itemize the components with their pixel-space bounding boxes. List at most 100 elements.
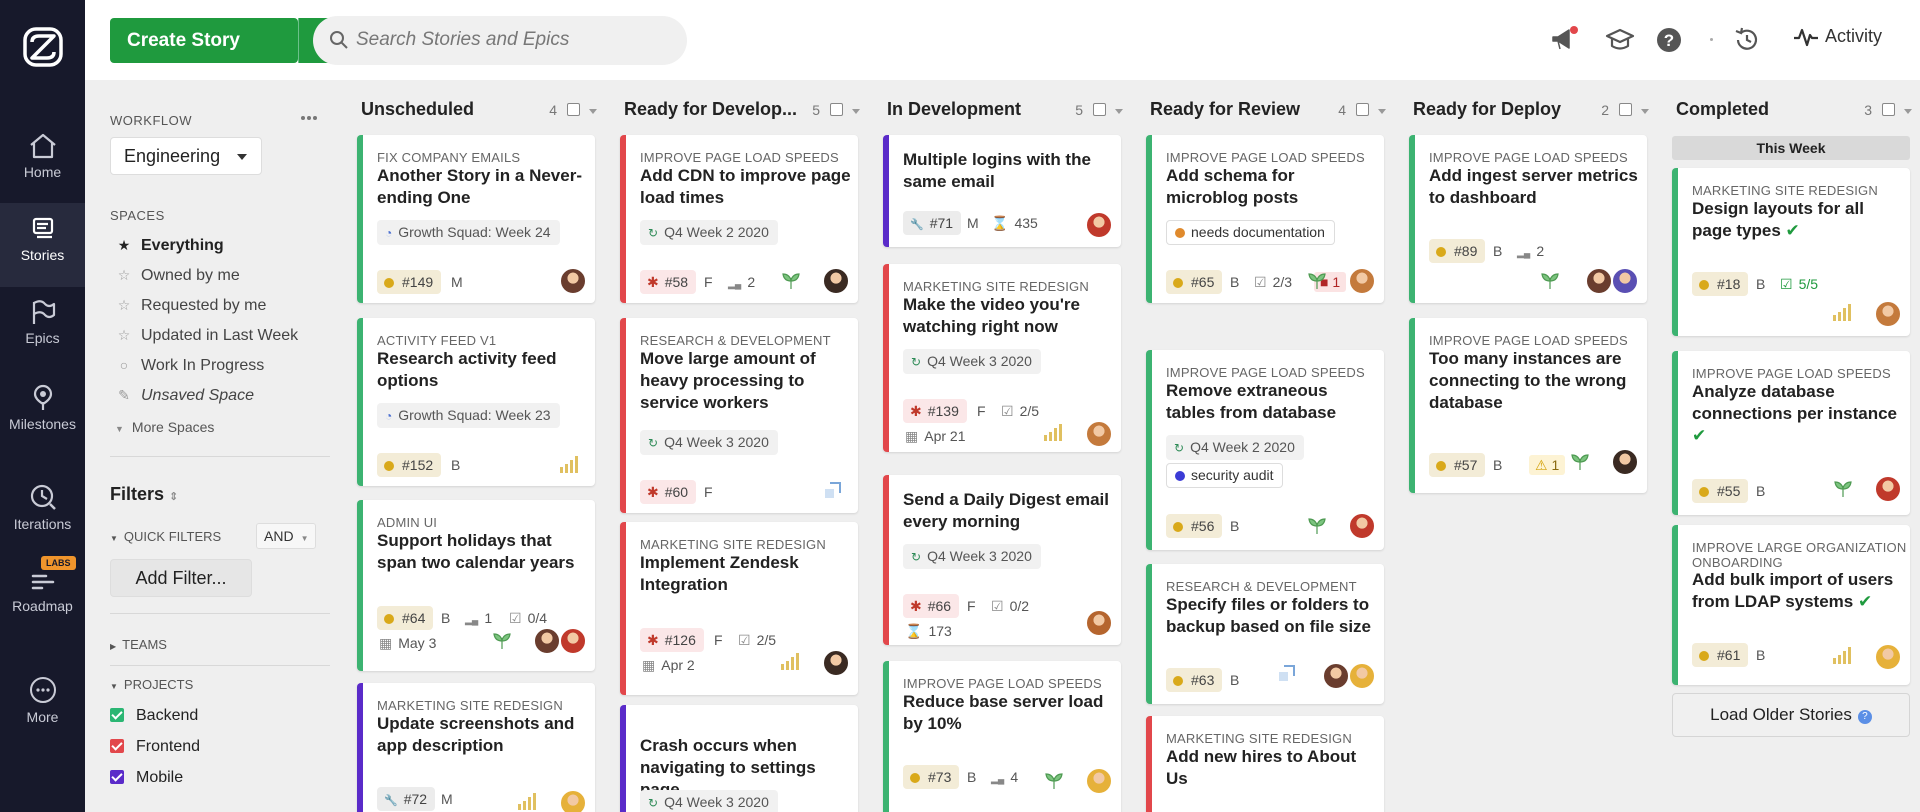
iteration-chip[interactable]: ↻ Q4 Week 3 2020 [903,349,1041,374]
project-frontend[interactable]: Frontend [110,738,200,756]
story-id-badge[interactable]: 🔧 #71 [903,211,962,235]
avatar[interactable] [1611,448,1639,476]
story-title[interactable]: Add CDN to improve page load times [640,166,851,207]
workflow-select[interactable]: Engineering [110,137,262,175]
group-chip[interactable]: ◔ Growth Squad: Week 23 [377,403,560,428]
column-menu-caret-icon[interactable] [1115,109,1123,118]
story-title[interactable]: Add bulk import of users from LDAP syste… [1692,570,1894,611]
story-title[interactable]: Support holidays that span two calendar … [377,531,575,572]
story-card[interactable]: Crash occurs when navigating to settings… [620,705,858,812]
avatar[interactable] [533,627,561,655]
column-menu-caret-icon[interactable] [852,109,860,118]
search-input[interactable] [356,26,666,54]
avatar[interactable] [1348,267,1376,295]
epic-name[interactable]: RESEARCH & DEVELOPMENT [1166,579,1357,594]
workflow-more-icon[interactable] [300,115,318,121]
learn-icon[interactable] [1605,26,1635,54]
story-id-badge[interactable]: ✱ #66 [903,594,960,618]
story-card[interactable]: MARKETING SITE REDESIGN Make the video yo… [883,264,1121,452]
story-id-badge[interactable]: #65 [1166,270,1223,294]
announcement-icon[interactable] [1550,26,1580,54]
shortcut-logo-icon[interactable] [18,22,68,72]
iteration-chip[interactable]: ↻ Q4 Week 3 2020 [640,430,778,455]
column-select-checkbox[interactable] [1882,103,1895,116]
epic-name[interactable]: IMPROVE PAGE LOAD SPEEDS [1692,366,1891,381]
avatar[interactable] [1611,267,1639,295]
epic-name[interactable]: ACTIVITY FEED V1 [377,333,497,348]
warning-badge[interactable]: ⚠ 1 [1529,455,1566,475]
story-title[interactable]: Another Story in a Never-ending One [377,166,582,207]
epic-name[interactable]: MARKETING SITE REDESIGN [1692,183,1878,198]
avatar[interactable] [1874,475,1902,503]
story-id-badge[interactable]: #149 [377,270,442,294]
avatar[interactable] [1322,662,1350,690]
story-id-badge[interactable]: ✱ #60 [640,480,697,504]
iteration-chip[interactable]: ↻ Q4 Week 2 2020 [1166,435,1304,460]
epic-name[interactable]: IMPROVE PAGE LOAD SPEEDS [1166,365,1365,380]
space-requested-by-me[interactable]: ☆ Requested by me [115,297,267,315]
story-title[interactable]: Research activity feed options [377,349,557,390]
space-unsaved[interactable]: ✎ Unsaved Space [115,387,254,405]
activity-button[interactable]: Activity [1793,26,1882,48]
epic-name[interactable]: MARKETING SITE REDESIGN [1166,731,1352,746]
avatar[interactable] [559,627,587,655]
epic-name[interactable]: RESEARCH & DEVELOPMENT [640,333,831,348]
story-title[interactable]: Specify files or folders to backup based… [1166,595,1372,636]
story-id-badge[interactable]: #56 [1166,514,1223,538]
filters-title[interactable]: Filters ⇕ [110,484,178,505]
story-id-badge[interactable]: #63 [1166,668,1223,692]
story-card[interactable]: Send a Daily Digest email every morning ↻… [883,475,1121,645]
story-title[interactable]: Remove extraneous tables from database [1166,381,1337,422]
story-card[interactable]: ACTIVITY FEED V1 Research activity feed o… [357,318,595,486]
epic-name[interactable]: MARKETING SITE REDESIGN [377,698,563,713]
avatar[interactable] [822,267,850,295]
nav-epics[interactable]: Epics [0,286,85,370]
epic-name[interactable]: IMPROVE LARGE ORGANIZATION ONBOARDING [1692,540,1907,570]
space-everything[interactable]: ★ Everything [115,237,224,255]
story-id-badge[interactable]: #55 [1692,479,1749,503]
avatar[interactable] [1085,211,1113,239]
projects-toggle[interactable]: ▼ PROJECTS [110,677,193,692]
column-title[interactable]: Ready for Review [1150,99,1301,119]
nav-milestones[interactable]: Milestones [0,370,85,454]
story-title[interactable]: Design layouts for all page types ✔ [1692,199,1864,240]
column-menu-caret-icon[interactable] [1641,109,1649,118]
story-id-badge[interactable]: 🔧 #72 [377,787,436,811]
story-card[interactable]: RESEARCH & DEVELOPMENT Move large amount … [620,318,858,513]
epic-name[interactable]: IMPROVE PAGE LOAD SPEEDS [1429,150,1628,165]
story-id-badge[interactable]: #57 [1429,453,1486,477]
column-title[interactable]: Unscheduled [361,99,475,119]
story-card[interactable]: IMPROVE PAGE LOAD SPEEDS Add schema for m… [1146,135,1384,303]
more-spaces-link[interactable]: ▼ More Spaces [115,419,214,435]
add-filter-button[interactable]: Add Filter... [110,559,252,597]
space-owned-by-me[interactable]: ☆ Owned by me [115,267,240,285]
epic-name[interactable]: FIX COMPANY EMAILS [377,150,521,165]
epic-name[interactable]: MARKETING SITE REDESIGN [903,279,1089,294]
space-updated-last-week[interactable]: ☆ Updated in Last Week [115,327,298,345]
history-icon[interactable] [1733,26,1761,54]
story-id-badge[interactable]: #89 [1429,239,1486,263]
column-menu-caret-icon[interactable] [1378,109,1386,118]
checkbox-icon[interactable] [110,739,124,753]
story-card[interactable]: IMPROVE LARGE ORGANIZATION ONBOARDING Add… [1672,525,1910,685]
story-card[interactable]: ADMIN UI Support holidays that span two c… [357,500,595,671]
column-select-checkbox[interactable] [1093,103,1106,116]
story-card[interactable]: FIX COMPANY EMAILS Another Story in a Nev… [357,135,595,303]
avatar[interactable] [1085,767,1113,795]
story-id-badge[interactable]: #73 [903,765,960,789]
iteration-chip[interactable]: ↻ Q4 Week 3 2020 [903,544,1041,569]
story-card[interactable]: RESEARCH & DEVELOPMENT Specify files or f… [1146,564,1384,704]
project-backend[interactable]: Backend [110,707,198,725]
story-id-badge[interactable]: ✱ #58 [640,270,697,294]
story-id-badge[interactable]: #61 [1692,643,1749,667]
label-chip[interactable]: security audit [1166,463,1284,488]
column-menu-caret-icon[interactable] [1904,109,1912,118]
story-card[interactable]: IMPROVE PAGE LOAD SPEEDS Reduce base serv… [883,661,1121,812]
story-title[interactable]: Analyze database connections per instanc… [1692,382,1897,445]
column-title[interactable]: Ready for Develop... [624,99,798,119]
story-id-badge[interactable]: ✱ #139 [903,399,967,423]
story-title[interactable]: Add schema for microblog posts [1166,166,1299,207]
epic-name[interactable]: MARKETING SITE REDESIGN [640,537,826,552]
column-select-checkbox[interactable] [1619,103,1632,116]
story-title[interactable]: Reduce base server load by 10% [903,692,1104,733]
